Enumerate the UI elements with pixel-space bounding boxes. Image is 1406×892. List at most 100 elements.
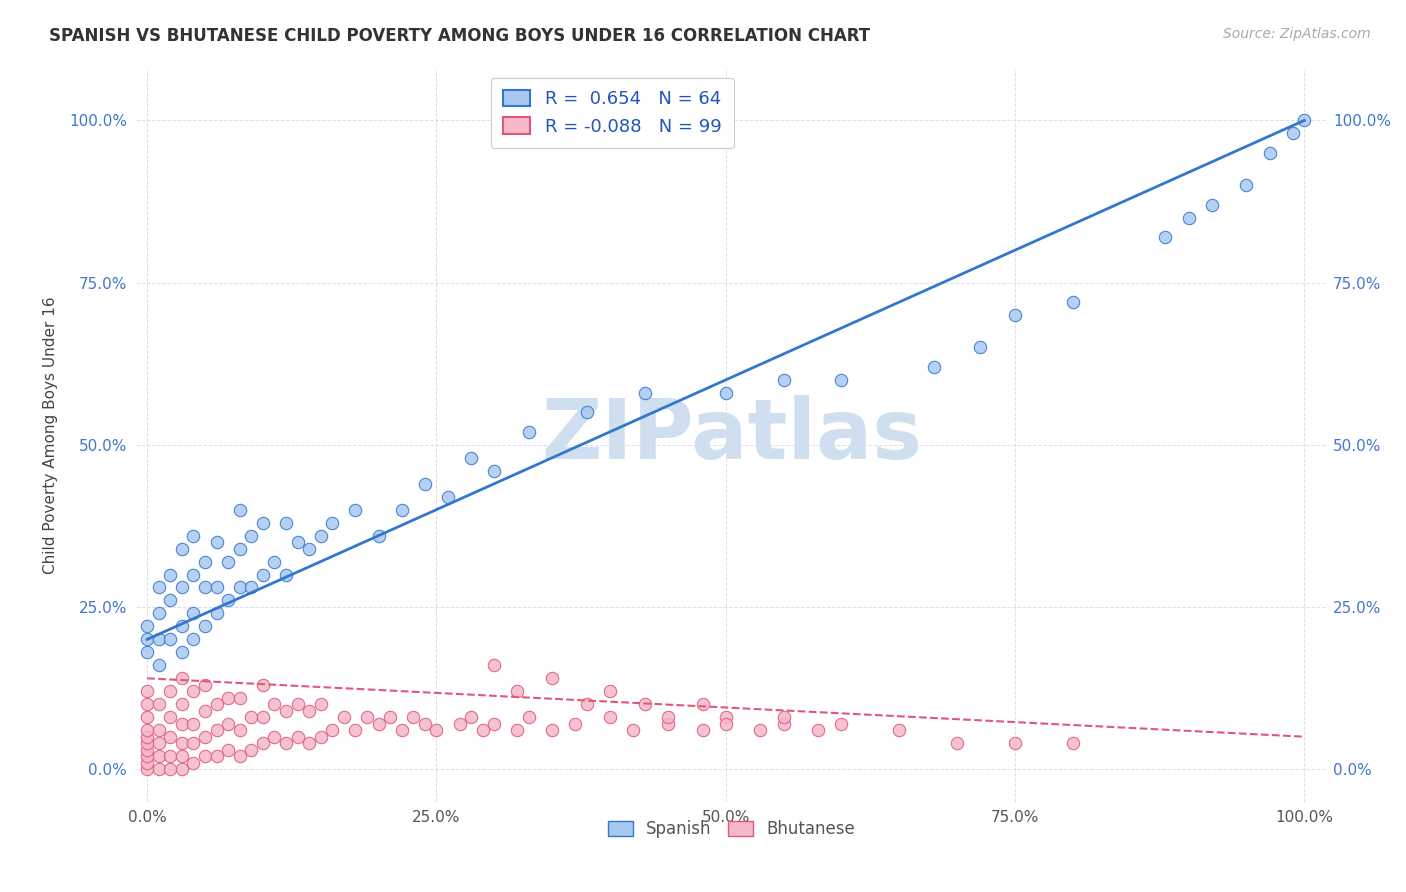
Point — [240, 528, 263, 542]
Point — [148, 736, 170, 750]
Point — [263, 730, 285, 744]
Point — [344, 723, 367, 738]
Point — [749, 723, 772, 738]
Point — [136, 632, 159, 647]
Point — [228, 723, 250, 738]
Point — [1004, 736, 1026, 750]
Point — [287, 698, 309, 712]
Point — [772, 710, 794, 724]
Point — [889, 723, 911, 738]
Point — [830, 373, 852, 387]
Point — [484, 658, 506, 673]
Point — [148, 698, 170, 712]
Point — [159, 710, 181, 724]
Point — [1236, 178, 1258, 193]
Point — [240, 581, 263, 595]
Point — [205, 535, 228, 549]
Point — [541, 723, 564, 738]
Point — [183, 607, 205, 621]
Point — [333, 710, 356, 724]
Point — [321, 723, 343, 738]
Point — [159, 567, 181, 582]
Point — [471, 723, 494, 738]
Point — [136, 756, 159, 770]
Point — [657, 716, 679, 731]
Point — [136, 710, 159, 724]
Point — [217, 742, 239, 756]
Point — [170, 698, 193, 712]
Point — [194, 555, 217, 569]
Point — [274, 516, 297, 530]
Point — [1201, 198, 1223, 212]
Point — [599, 710, 621, 724]
Point — [506, 723, 529, 738]
Point — [148, 723, 170, 738]
Point — [136, 645, 159, 659]
Point — [321, 516, 343, 530]
Point — [240, 710, 263, 724]
Point — [148, 607, 170, 621]
Point — [159, 684, 181, 698]
Point — [946, 736, 969, 750]
Text: SPANISH VS BHUTANESE CHILD POVERTY AMONG BOYS UNDER 16 CORRELATION CHART: SPANISH VS BHUTANESE CHILD POVERTY AMONG… — [49, 27, 870, 45]
Point — [714, 716, 737, 731]
Point — [194, 678, 217, 692]
Point — [136, 742, 159, 756]
Point — [136, 698, 159, 712]
Point — [621, 723, 644, 738]
Point — [148, 749, 170, 764]
Point — [484, 464, 506, 478]
Point — [657, 710, 679, 724]
Point — [194, 749, 217, 764]
Point — [205, 749, 228, 764]
Point — [922, 359, 945, 374]
Point — [170, 749, 193, 764]
Point — [263, 698, 285, 712]
Point — [449, 716, 471, 731]
Point — [228, 502, 250, 516]
Point — [252, 678, 274, 692]
Point — [170, 716, 193, 731]
Point — [309, 528, 332, 542]
Point — [460, 450, 482, 465]
Point — [517, 710, 540, 724]
Text: Source: ZipAtlas.com: Source: ZipAtlas.com — [1223, 27, 1371, 41]
Point — [298, 541, 321, 556]
Point — [575, 698, 598, 712]
Point — [263, 555, 285, 569]
Point — [183, 528, 205, 542]
Point — [564, 716, 586, 731]
Point — [240, 742, 263, 756]
Point — [148, 762, 170, 776]
Point — [344, 502, 367, 516]
Point — [228, 581, 250, 595]
Point — [252, 567, 274, 582]
Point — [170, 736, 193, 750]
Point — [183, 684, 205, 698]
Point — [772, 716, 794, 731]
Y-axis label: Child Poverty Among Boys Under 16: Child Poverty Among Boys Under 16 — [44, 296, 58, 574]
Point — [217, 593, 239, 607]
Point — [136, 619, 159, 633]
Point — [205, 581, 228, 595]
Point — [136, 736, 159, 750]
Point — [692, 698, 714, 712]
Point — [205, 723, 228, 738]
Point — [205, 607, 228, 621]
Point — [402, 710, 425, 724]
Point — [274, 567, 297, 582]
Point — [159, 762, 181, 776]
Point — [170, 762, 193, 776]
Point — [391, 502, 413, 516]
Point — [183, 567, 205, 582]
Point — [217, 690, 239, 705]
Point — [252, 710, 274, 724]
Point — [170, 619, 193, 633]
Legend: Spanish, Bhutanese: Spanish, Bhutanese — [600, 814, 862, 845]
Point — [136, 762, 159, 776]
Point — [634, 698, 657, 712]
Point — [183, 736, 205, 750]
Point — [183, 756, 205, 770]
Point — [1281, 127, 1303, 141]
Point — [391, 723, 413, 738]
